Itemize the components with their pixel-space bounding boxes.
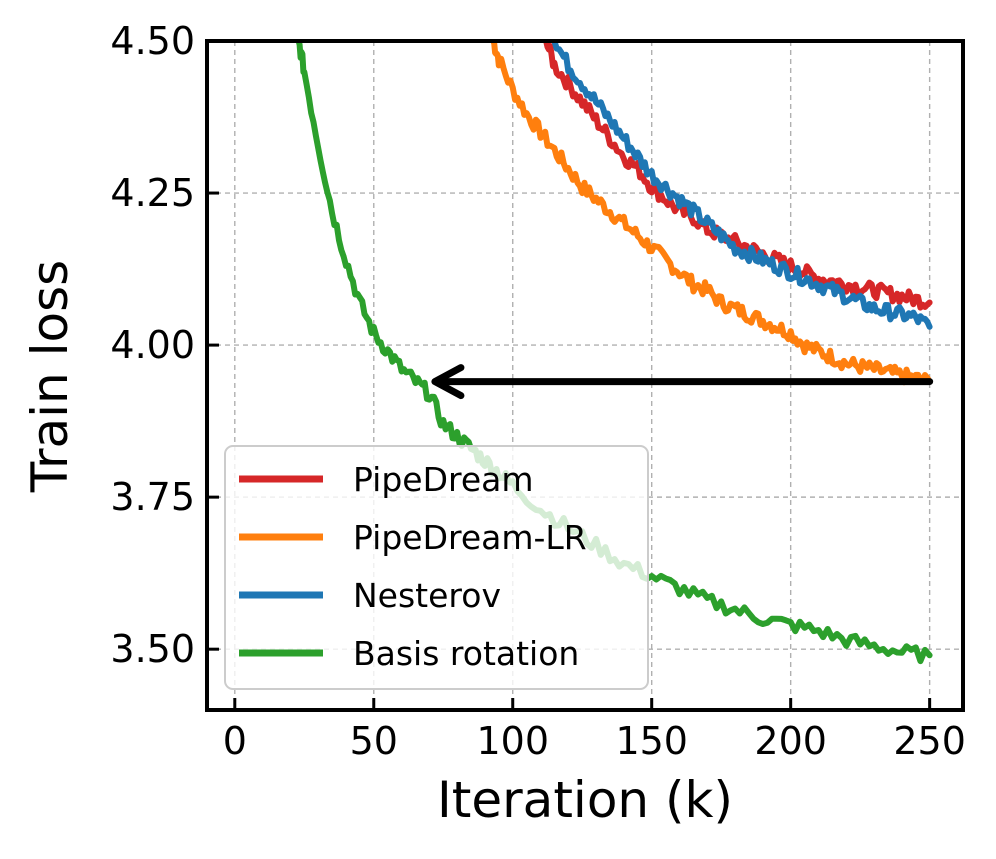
y-tick-label: 3.50 bbox=[110, 627, 195, 671]
x-tick-label: 50 bbox=[350, 719, 398, 763]
legend-label-pipedream-lr: PipeDream-LR bbox=[353, 518, 587, 557]
x-tick-label: 250 bbox=[893, 719, 966, 763]
x-axis-label: Iteration (k) bbox=[437, 771, 733, 829]
legend-label-pipedream: PipeDream bbox=[353, 460, 534, 499]
annotation-group bbox=[431, 364, 934, 400]
series-line-pipedream-lr bbox=[490, 41, 933, 386]
arrow-head bbox=[431, 364, 465, 400]
y-tick-label: 4.50 bbox=[110, 19, 195, 63]
legend-label-basis-rotation: Basis rotation bbox=[353, 634, 579, 673]
y-tick-label: 3.75 bbox=[110, 475, 195, 519]
series-line-nesterov bbox=[551, 41, 933, 330]
legend-label-nesterov: Nesterov bbox=[353, 576, 501, 615]
series-line-pipedream bbox=[543, 41, 933, 311]
legend: PipeDream PipeDream-LR Nesterov Basis rotat… bbox=[224, 445, 649, 690]
x-tick-label: 150 bbox=[615, 719, 688, 763]
x-tick-label: 200 bbox=[754, 719, 827, 763]
x-tick-label: 100 bbox=[476, 719, 549, 763]
y-tick-label: 4.00 bbox=[110, 323, 195, 367]
y-axis-label: Train loss bbox=[21, 260, 79, 493]
ticks: 0 50 100 150 200 250 3.50 3.75 4.00 4.25 4.50 bbox=[110, 19, 966, 763]
x-tick-label: 0 bbox=[223, 719, 247, 763]
legend-box bbox=[224, 445, 649, 690]
plot-frame bbox=[205, 39, 965, 712]
y-tick-label: 4.25 bbox=[110, 171, 195, 215]
